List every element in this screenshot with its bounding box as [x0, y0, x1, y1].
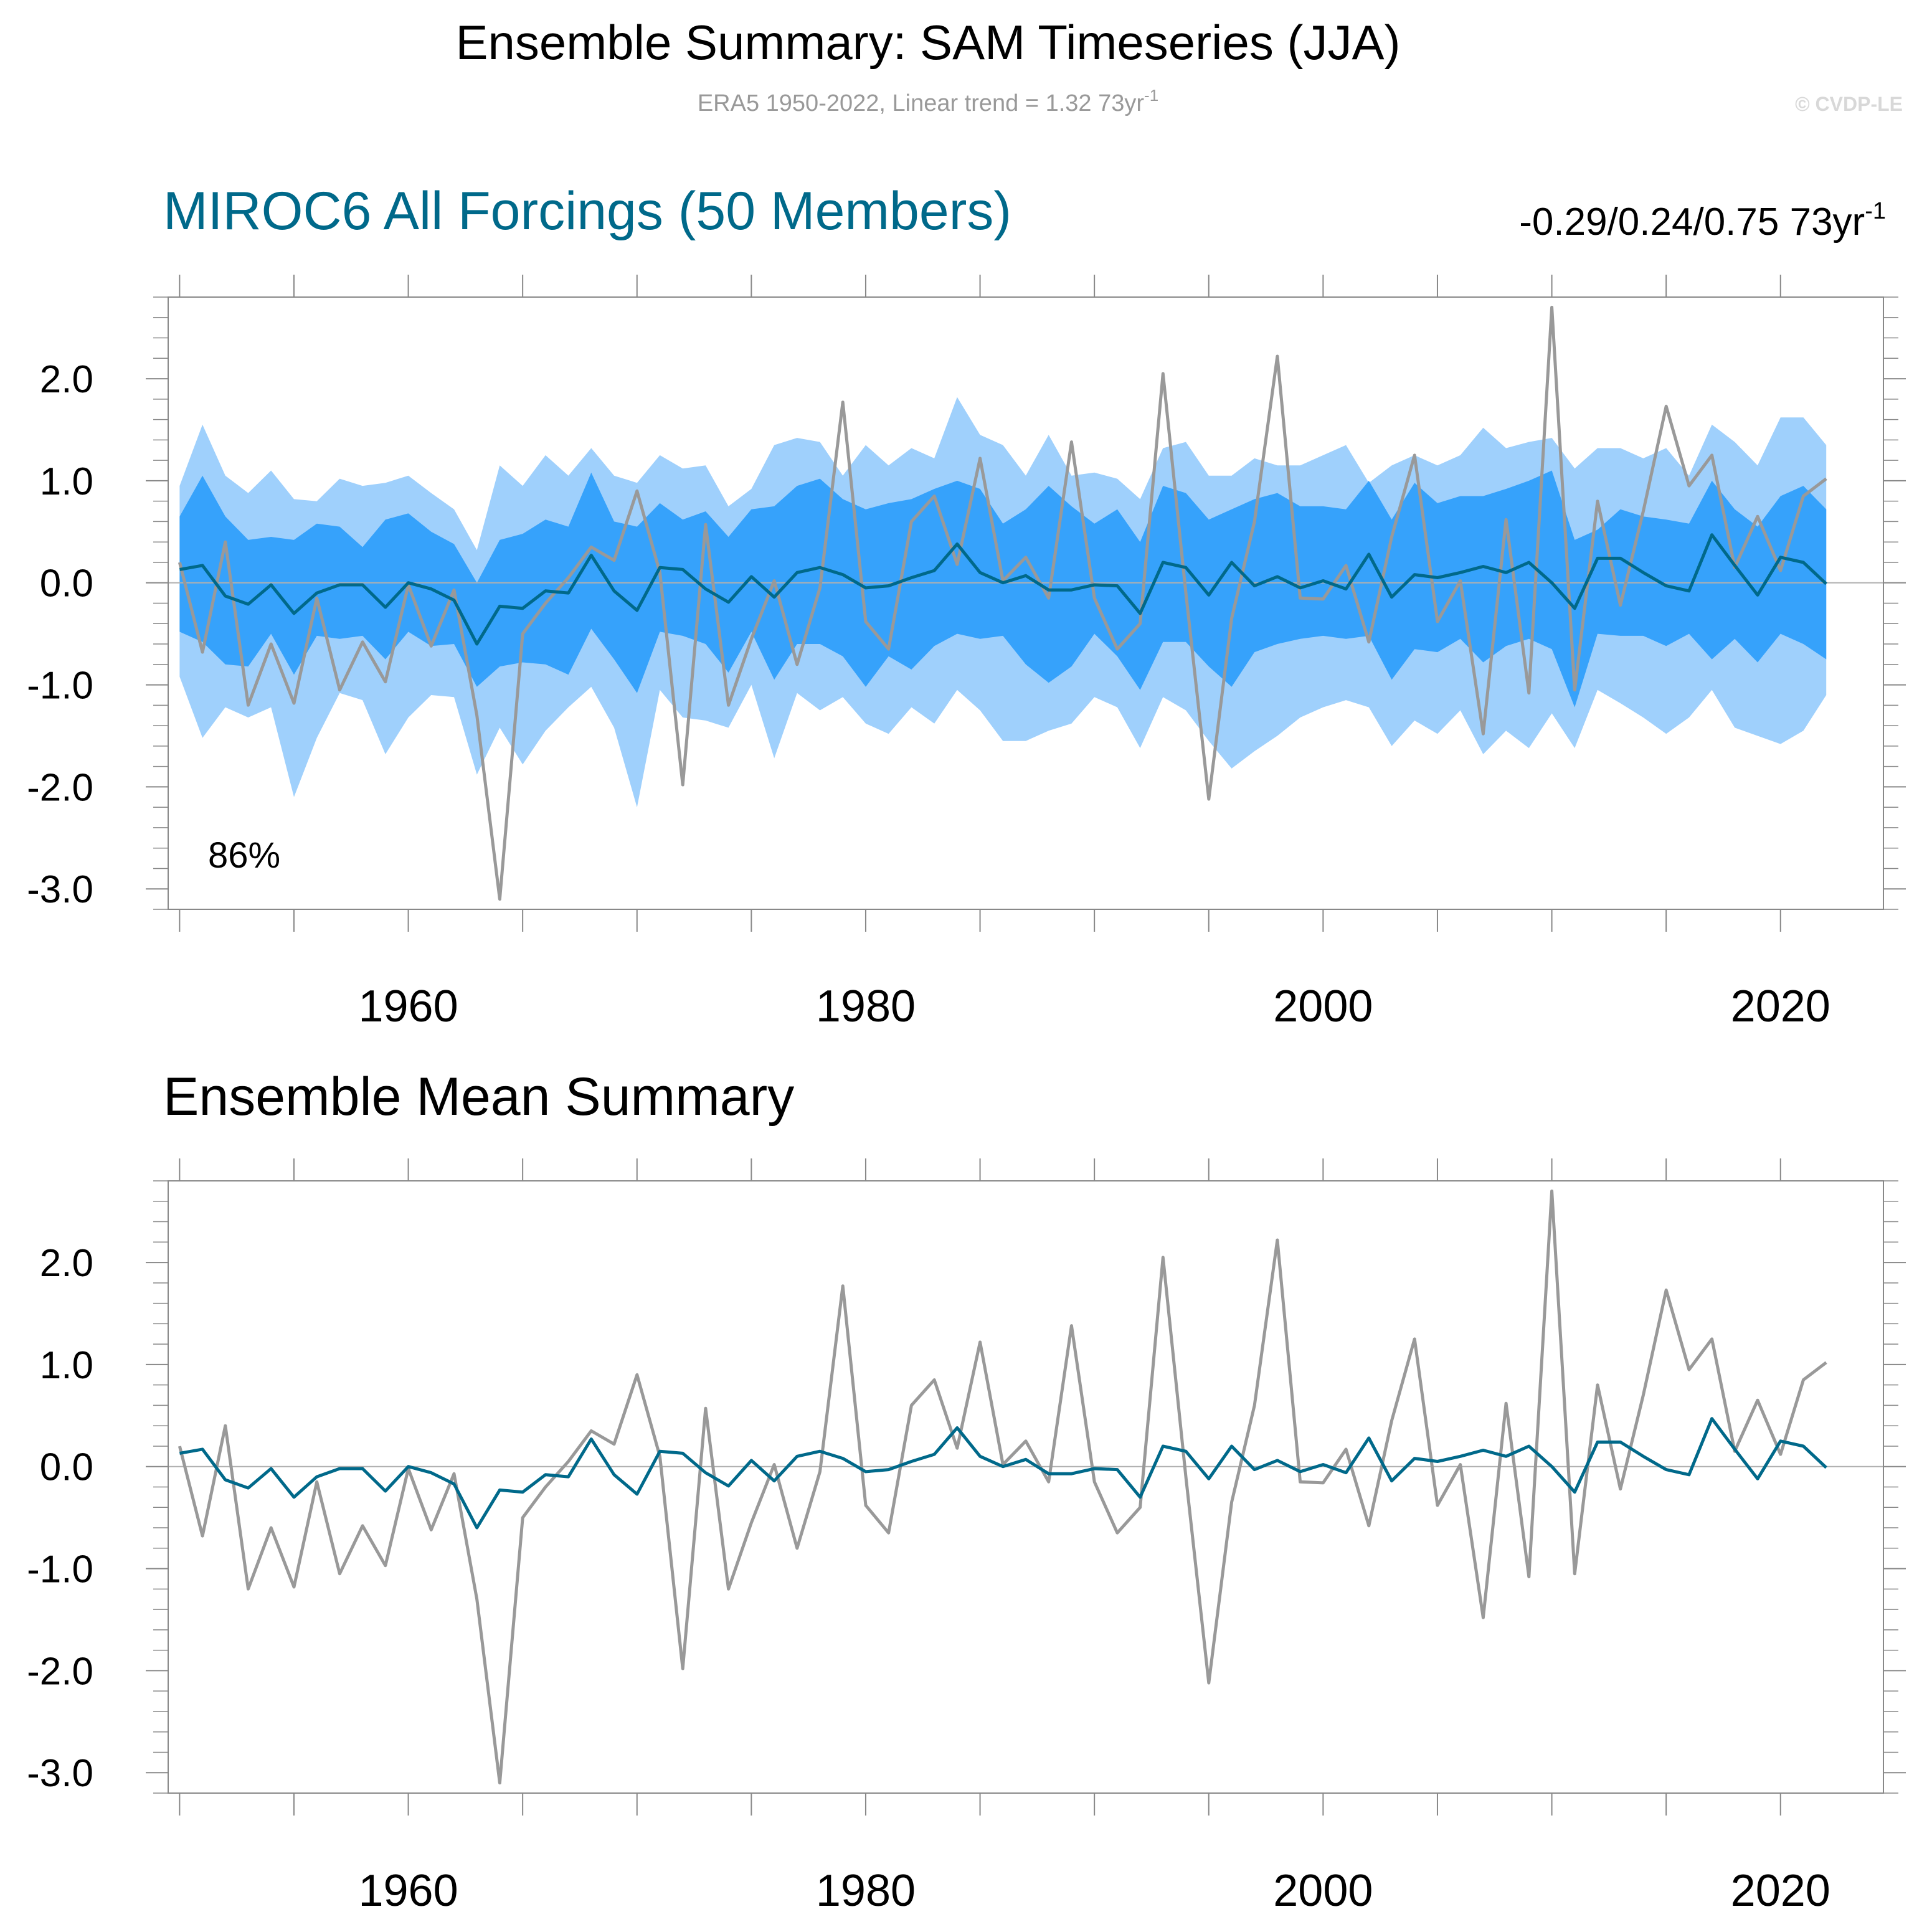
plot-frame: [168, 1180, 1884, 1794]
ensemble-summary-panel: MIROC6 All Forcings (50 Members) -0.29/0…: [27, 181, 1906, 1031]
y-tick-label: 1.0: [40, 460, 93, 503]
y-tick-label: 2.0: [40, 358, 93, 401]
x-tick-label: 2000: [1273, 982, 1373, 1031]
y-tick-label: 1.0: [40, 1344, 93, 1387]
x-tick-label: 2000: [1273, 1866, 1373, 1916]
y-tick-label: -1.0: [27, 1548, 93, 1591]
figure-subtitle: ERA5 1950-2022, Linear trend = 1.32 73yr…: [698, 86, 1158, 116]
x-tick-label: 1960: [358, 1866, 458, 1916]
panel-title: Ensemble Mean Summary: [163, 1067, 794, 1127]
trend-label: -0.29/0.24/0.75 73yr-1: [1519, 198, 1886, 244]
plot-area: -3.0 -2.0 -1.0 0.0 1.0 2.0 1960 1980 2000 2020: [27, 1158, 1906, 1916]
y-tick-label: 2.0: [40, 1242, 93, 1285]
era5-line: [178, 305, 1827, 901]
x-tick-label: 1960: [358, 982, 458, 1031]
x-tick-label: 1980: [816, 982, 916, 1031]
x-tick-label: 2020: [1731, 982, 1830, 1031]
panel-title: MIROC6 All Forcings (50 Members): [163, 181, 1011, 241]
y-tick-label: -2.0: [27, 766, 93, 809]
figure-title: Ensemble Summary: SAM Timeseries (JJA): [455, 15, 1400, 70]
y-tick-label: 0.0: [40, 1446, 93, 1489]
y-tick-label: 0.0: [40, 562, 93, 605]
y-tick-label: -3.0: [27, 868, 93, 911]
ensemble-mean-summary-panel: Ensemble Mean Summary -3.0 -2.0 -1.0 0.0 1.0…: [27, 1067, 1906, 1916]
y-tick-label: -2.0: [27, 1650, 93, 1693]
watermark: © CVDP-LE: [1795, 93, 1903, 115]
ensemble-mean-line: [179, 1417, 1827, 1530]
ensemble-mean-line: [179, 533, 1827, 646]
y-tick-label: -1.0: [27, 665, 93, 708]
y-tick-label: -3.0: [27, 1752, 93, 1795]
x-tick-label: 1980: [816, 1866, 916, 1916]
ensemble-inner-band: [179, 470, 1827, 708]
percent-label: 86%: [208, 835, 280, 876]
x-tick-label: 2020: [1731, 1866, 1830, 1916]
plot-area: -3.0 -2.0 -1.0 0.0 1.0 2.0 1960 1980 2000 2020: [27, 275, 1906, 1031]
era5-line: [178, 1189, 1827, 1785]
